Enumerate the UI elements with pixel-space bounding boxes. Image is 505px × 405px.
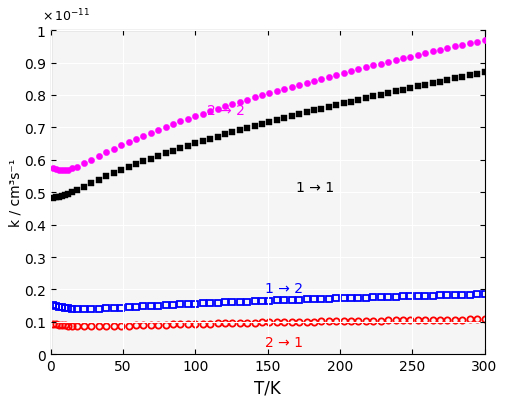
Text: 2 → 1: 2 → 1 [264, 335, 302, 350]
X-axis label: T/K: T/K [254, 379, 280, 396]
Text: 2 → 2: 2 → 2 [207, 103, 244, 117]
Y-axis label: k / cm³s⁻¹: k / cm³s⁻¹ [8, 159, 22, 227]
Text: $\times\,10^{-11}$: $\times\,10^{-11}$ [42, 8, 90, 25]
Text: 1 → 2: 1 → 2 [264, 281, 302, 295]
Text: 1 → 1: 1 → 1 [296, 181, 334, 195]
